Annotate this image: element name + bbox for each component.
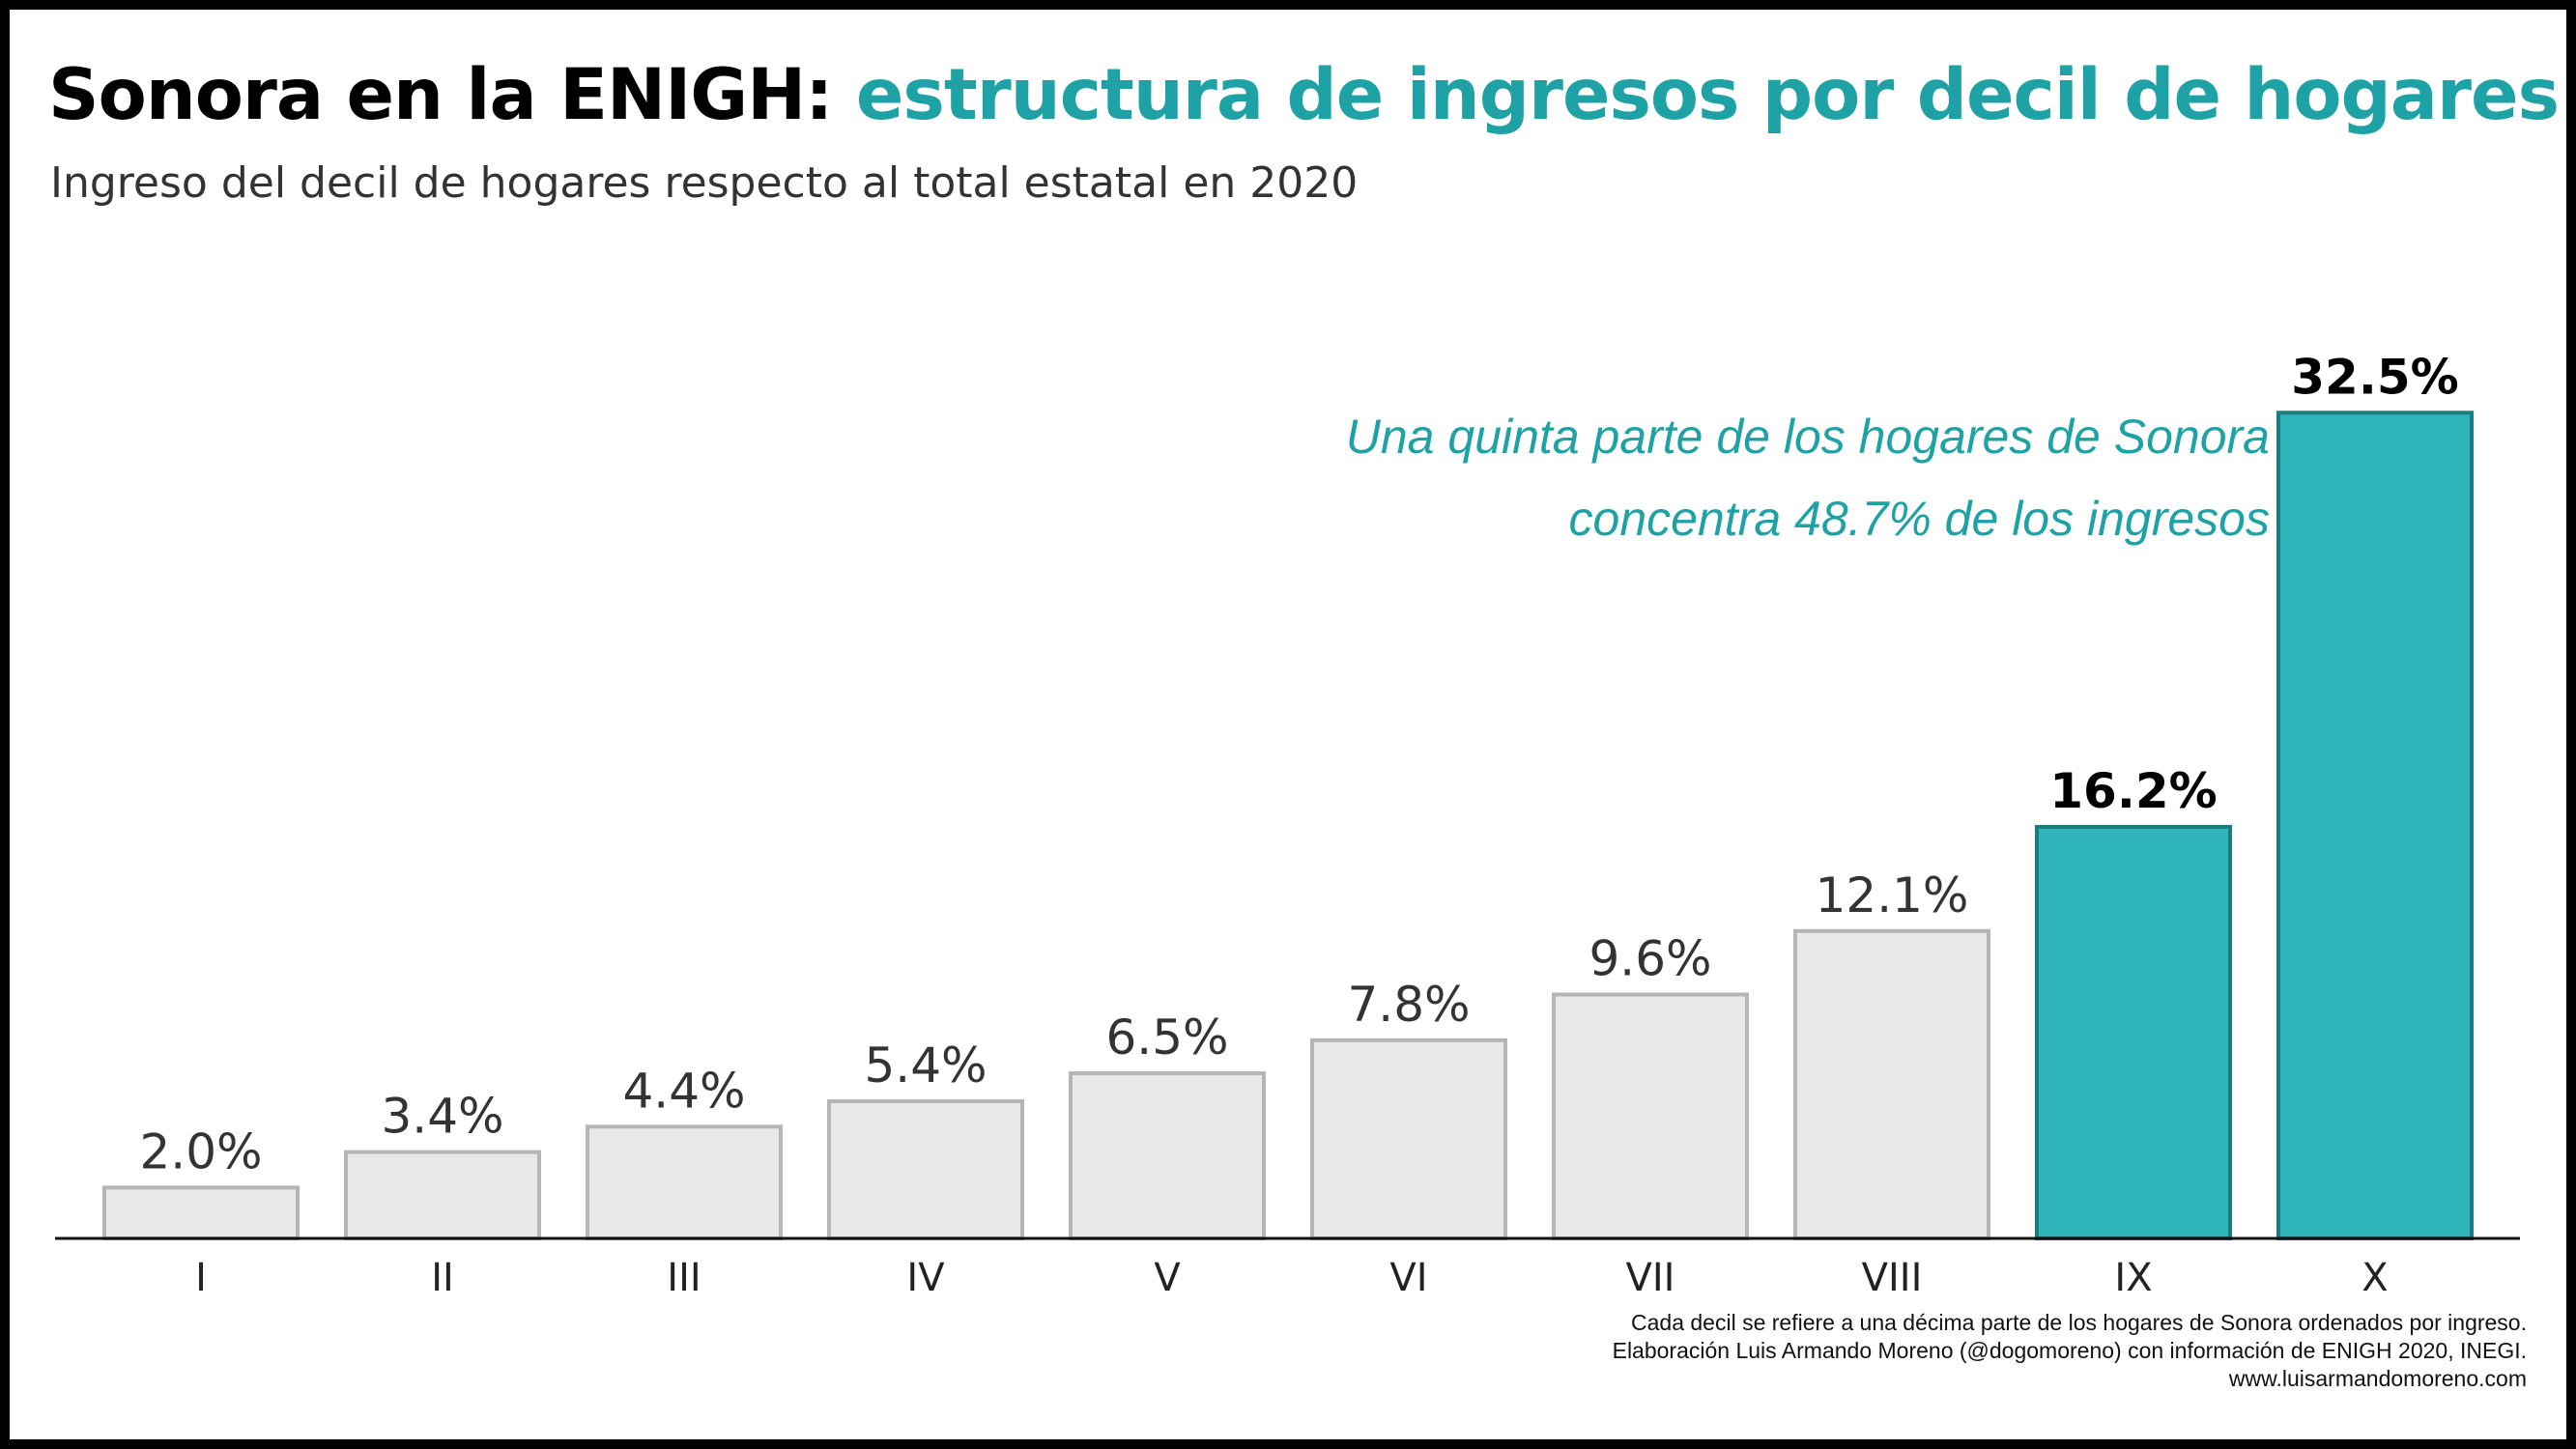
chart-footer: Cada decil se refiere a una décima parte…: [1613, 1309, 2527, 1393]
bar-value-label-X: 32.5%: [2291, 349, 2458, 405]
bar-value-label-IX: 16.2%: [2049, 763, 2217, 819]
x-tick-label-VI: VI: [1389, 1256, 1427, 1300]
bar-value-label-IV: 5.4%: [864, 1037, 987, 1094]
bar-IV: [827, 1098, 1024, 1240]
x-tick-label-II: II: [431, 1256, 454, 1300]
chart-title-part2: estructura de ingresos por decil de hoga…: [855, 54, 2560, 136]
footer-note: Cada decil se refiere a una décima parte…: [1631, 1310, 2527, 1335]
bar-value-label-V: 6.5%: [1105, 1009, 1228, 1065]
x-tick-label-IV: IV: [906, 1256, 945, 1300]
footer-website: www.luisarmandomoreno.com: [2228, 1366, 2527, 1391]
bar-value-label-I: 2.0%: [139, 1123, 262, 1179]
bar-value-label-III: 4.4%: [622, 1063, 745, 1119]
x-tick-label-VII: VII: [1626, 1256, 1675, 1300]
chart-title: Sonora en la ENIGH: estructura de ingres…: [48, 60, 2560, 130]
bar-value-label-II: 3.4%: [381, 1089, 503, 1145]
bar-value-label-VIII: 12.1%: [1816, 867, 1969, 923]
x-tick-label-III: III: [667, 1256, 701, 1300]
bar-VI: [1310, 1037, 1507, 1240]
bar-value-label-VI: 7.8%: [1347, 977, 1470, 1033]
annotation-line-2: concentra 48.7% de los ingresos: [1568, 492, 2270, 546]
footer-credit: Elaboración Luis Armando Moreno (@dogomo…: [1612, 1338, 2527, 1363]
x-tick-label-I: I: [195, 1256, 207, 1300]
bar-VIII: [1793, 928, 1990, 1241]
bar-VII: [1552, 992, 1749, 1241]
bar-V: [1069, 1071, 1266, 1241]
bar-value-label-VII: 9.6%: [1589, 931, 1711, 987]
bar-IX: [2035, 824, 2232, 1240]
chart-subtitle: Ingreso del decil de hogares respecto al…: [50, 158, 1359, 208]
x-tick-label-IX: IX: [2114, 1256, 2152, 1300]
x-tick-label-V: V: [1154, 1256, 1181, 1300]
chart-title-part1: Sonora en la ENIGH:: [48, 54, 833, 136]
bar-X: [2276, 411, 2474, 1240]
x-tick-label-VIII: VIII: [1862, 1256, 1923, 1300]
bar-I: [102, 1185, 300, 1241]
bar-III: [586, 1124, 783, 1241]
x-tick-label-X: X: [2361, 1256, 2388, 1300]
bar-II: [344, 1150, 541, 1240]
chart-annotation: Una quinta parte de los hogares de Sonor…: [1346, 396, 2270, 560]
annotation-line-1: Una quinta parte de los hogares de Sonor…: [1345, 410, 2270, 464]
